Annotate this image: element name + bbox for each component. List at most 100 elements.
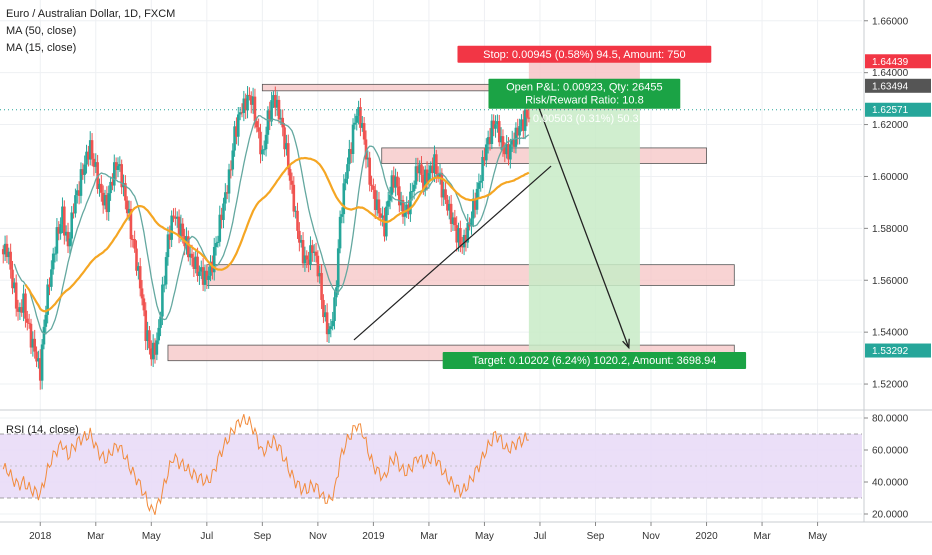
candle-body xyxy=(222,203,225,220)
candle-body xyxy=(131,239,135,241)
candle-body xyxy=(112,162,116,186)
candle-body xyxy=(68,238,72,247)
time-tick-label: Nov xyxy=(642,531,660,542)
candle-body xyxy=(473,198,477,210)
candle-body xyxy=(57,227,61,234)
candle-body xyxy=(88,140,92,160)
candle-body xyxy=(151,342,155,360)
candle-body xyxy=(190,253,194,258)
candle-body xyxy=(514,127,518,147)
candle-body xyxy=(422,174,425,191)
rsi-tick-label: 60.0000 xyxy=(872,446,909,457)
candle-body xyxy=(438,172,442,178)
candle-body xyxy=(484,144,488,161)
candle-body xyxy=(381,215,384,218)
candle-body xyxy=(357,107,360,116)
candle-body xyxy=(353,122,357,125)
candle-body xyxy=(205,270,209,280)
price-tag-box xyxy=(865,343,931,358)
candle-body xyxy=(94,162,98,167)
candle-body xyxy=(396,176,399,187)
chart-title: Euro / Australian Dollar, 1D, FXCM xyxy=(6,8,175,20)
candle-body xyxy=(137,266,140,271)
candle-body xyxy=(279,117,283,120)
candle-body xyxy=(53,253,57,255)
candle-body xyxy=(14,282,18,309)
candle-body xyxy=(214,243,218,247)
candle-body xyxy=(501,136,505,149)
candle-body xyxy=(203,270,207,285)
candle-body xyxy=(372,185,375,190)
ma15-legend: MA (15, close) xyxy=(6,42,76,54)
rsi-tick-label: 20.0000 xyxy=(872,510,909,521)
candle-body xyxy=(272,95,275,101)
ma50-legend: MA (50, close) xyxy=(6,25,76,37)
candle-body xyxy=(168,234,172,240)
candle-body xyxy=(520,119,523,127)
candle-body xyxy=(27,322,31,324)
candle-body xyxy=(331,320,334,327)
candle-body xyxy=(164,257,168,285)
candle-body xyxy=(518,126,521,136)
time-tick-label: May xyxy=(808,531,827,542)
candle-body xyxy=(509,144,512,160)
candle-body xyxy=(46,284,49,315)
candle-body xyxy=(451,217,455,224)
candle-body xyxy=(124,183,127,201)
candle-body xyxy=(409,191,412,215)
candle-body xyxy=(394,176,397,188)
candle-body xyxy=(196,256,199,276)
candle-body xyxy=(233,126,236,151)
candle-body xyxy=(277,99,281,120)
price-tag-box xyxy=(865,54,931,69)
candle-body xyxy=(449,203,453,224)
candle-body xyxy=(288,169,292,181)
candle-body xyxy=(63,206,66,236)
candle-body xyxy=(373,189,377,210)
candle-body xyxy=(174,216,177,219)
candle-body xyxy=(5,243,9,258)
candle-body xyxy=(320,273,323,300)
candle-body xyxy=(216,241,220,244)
candle-body xyxy=(440,172,444,198)
candle-body xyxy=(292,184,296,212)
candle-body xyxy=(61,206,64,225)
candle-body xyxy=(231,150,235,170)
price-tick-label: 1.60000 xyxy=(872,172,909,183)
price-tag-label: 1.63494 xyxy=(872,81,909,92)
candle-body xyxy=(170,215,173,240)
candle-body xyxy=(497,121,501,143)
candle-body xyxy=(207,275,210,280)
candle-body xyxy=(344,178,347,184)
candle-body xyxy=(527,117,531,119)
candle-body xyxy=(107,193,111,213)
candle-body xyxy=(166,234,170,258)
candle-body xyxy=(85,151,88,165)
candle-body xyxy=(349,148,353,154)
candle-body xyxy=(70,212,74,239)
candle-body xyxy=(236,114,240,137)
candle-body xyxy=(460,246,464,248)
target-label-text-0: Target: 0.10202 (6.24%) 1020.2, Amount: … xyxy=(472,355,716,367)
candle-body xyxy=(90,140,94,159)
candle-body xyxy=(74,195,77,214)
candle-body xyxy=(375,199,379,210)
candle-body xyxy=(477,182,481,189)
candle-body xyxy=(499,136,503,143)
candle-body xyxy=(101,192,105,206)
candle-body xyxy=(351,124,355,154)
candle-body xyxy=(416,166,420,174)
candle-body xyxy=(111,181,114,186)
candle-body xyxy=(401,199,405,217)
candle-body xyxy=(33,338,37,352)
candle-body xyxy=(492,120,495,129)
time-tick-label: 2020 xyxy=(695,531,718,542)
price-tick-label: 1.58000 xyxy=(872,224,909,235)
candle-body xyxy=(109,181,112,194)
time-tick-label: 2019 xyxy=(362,531,385,542)
candle-body xyxy=(525,109,529,118)
price-tag-label: 1.62571 xyxy=(872,105,909,116)
price-tag-box xyxy=(865,78,931,93)
candle-body xyxy=(364,139,368,160)
candle-body xyxy=(418,164,421,174)
